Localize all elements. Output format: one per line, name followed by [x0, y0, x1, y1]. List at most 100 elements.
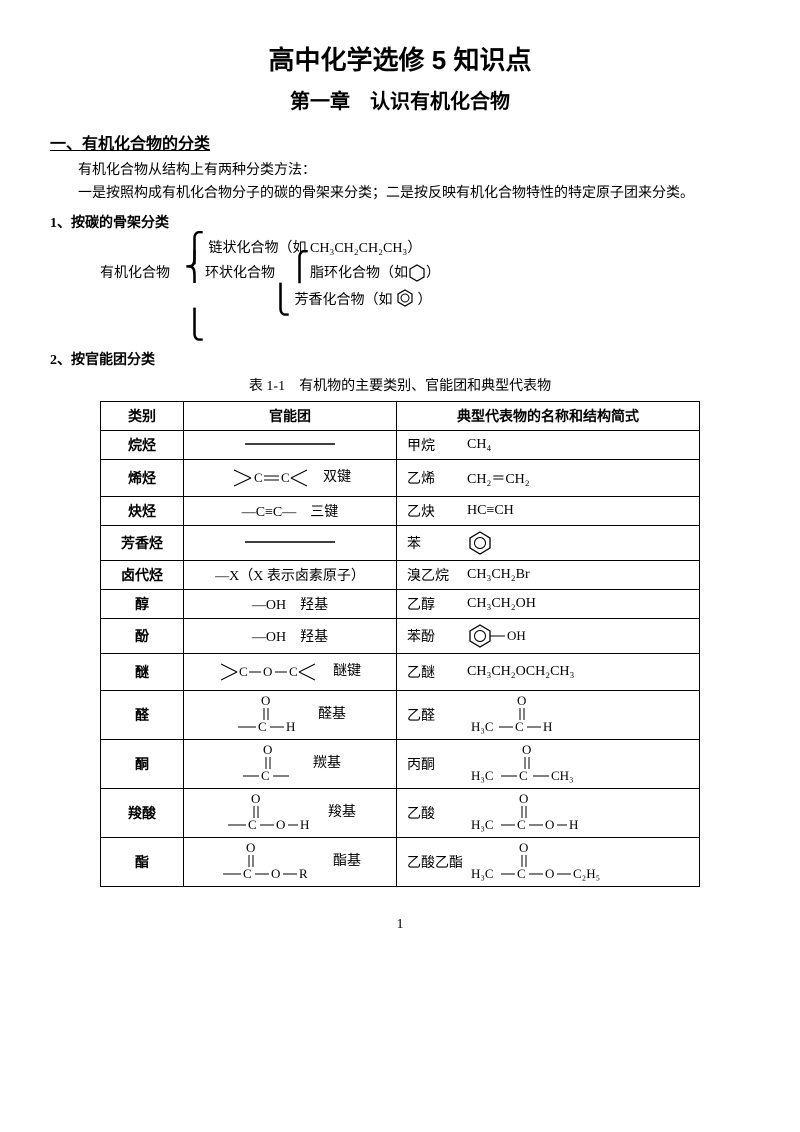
tree-ring-label: 环状化合物 — [205, 261, 289, 286]
cell-category: 醇 — [101, 589, 184, 618]
table-row: 酮OC 羰基丙酮OH₃CCCH₃ — [101, 739, 700, 788]
cell-functional-group: OCH 醛基 — [184, 690, 397, 739]
cell-representative: 乙醚CH₃CH₂OCH₂CH₃ — [397, 653, 700, 690]
table-row: 醛OCH 醛基乙醛OH₃CCH — [101, 690, 700, 739]
svg-text:O: O — [251, 793, 260, 806]
cell-category: 酯 — [101, 837, 184, 886]
svg-text:O: O — [271, 866, 280, 881]
table-row: 烷烃 甲烷CH₄ — [101, 430, 700, 459]
cell-functional-group: —OH 羟基 — [184, 618, 397, 653]
cell-category: 羧酸 — [101, 788, 184, 837]
svg-text:H: H — [569, 817, 578, 832]
page-number: 1 — [50, 917, 750, 933]
svg-text:C: C — [248, 817, 257, 832]
cell-category: 醛 — [101, 690, 184, 739]
table-row: 醚COC 醚键乙醚CH₃CH₂OCH₂CH₃ — [101, 653, 700, 690]
svg-text:O: O — [545, 866, 554, 881]
tree-aromatic: 芳香化合物（如 — [295, 293, 393, 308]
svg-text:O: O — [519, 842, 528, 855]
svg-text:C: C — [243, 866, 252, 881]
subheading-2: 2、按官能团分类 — [50, 349, 750, 369]
tree-chain: 链状化合物（如 CH₃CH₂CH₂CH₃） — [209, 241, 422, 256]
svg-text:H: H — [300, 817, 309, 832]
svg-text:C: C — [289, 664, 298, 679]
table-row: 羧酸OCOH 羧基乙酸OH₃CCOH — [101, 788, 700, 837]
table-row: 炔烃—C≡C— 三键乙炔HC≡CH — [101, 496, 700, 525]
cell-representative: 乙酸乙酯OH₃CCOC₂H₅ — [397, 837, 700, 886]
svg-text:C: C — [519, 768, 528, 783]
svg-text:C: C — [281, 470, 290, 485]
cell-functional-group — [184, 430, 397, 459]
functional-group-table: 类别 官能团 典型代表物的名称和结构简式 烷烃甲烷CH₄烯烃CC 双键乙烯CH₂… — [100, 401, 700, 887]
cell-functional-group: CC 双键 — [184, 459, 397, 496]
cell-functional-group: OCOR 酯基 — [184, 837, 397, 886]
tree-alicyclic: 脂环化合物（如 — [310, 261, 408, 286]
svg-text:O: O — [246, 842, 255, 855]
svg-text:C: C — [254, 470, 263, 485]
cell-representative: 乙酸OH₃CCOH — [397, 788, 700, 837]
th-rep: 典型代表物的名称和结构简式 — [397, 401, 700, 430]
cell-category: 烯烃 — [101, 459, 184, 496]
svg-text:O: O — [522, 744, 531, 757]
svg-text:CH₃: CH₃ — [551, 768, 574, 783]
subheading-1: 1、按碳的骨架分类 — [50, 212, 750, 232]
cell-category: 芳香烃 — [101, 525, 184, 560]
svg-text:C: C — [517, 866, 526, 881]
cell-category: 酚 — [101, 618, 184, 653]
table-row: 酯OCOR 酯基乙酸乙酯OH₃CCOC₂H₅ — [101, 837, 700, 886]
cell-representative: 乙炔HC≡CH — [397, 496, 700, 525]
svg-text:H₃C: H₃C — [471, 866, 494, 881]
th-fgroup: 官能团 — [184, 401, 397, 430]
cell-representative: 乙醇CH₃CH₂OH — [397, 589, 700, 618]
cell-representative: 苯 — [397, 525, 700, 560]
svg-text:O: O — [519, 793, 528, 806]
classification-tree: ⎧ 链状化合物（如 CH₃CH₂CH₂CH₃） 有机化合物 ⎨ 环状化合物 ⎧ … — [100, 236, 750, 339]
cell-representative: 乙醛OH₃CCH — [397, 690, 700, 739]
cell-functional-group — [184, 525, 397, 560]
table-row: 酚—OH 羟基苯酚OH — [101, 618, 700, 653]
page-subtitle: 第一章 认识有机化合物 — [50, 85, 750, 114]
svg-text:C: C — [258, 719, 267, 734]
cell-functional-group: —C≡C— 三键 — [184, 496, 397, 525]
benzene-icon — [396, 289, 414, 307]
cell-category: 醚 — [101, 653, 184, 690]
svg-text:H: H — [286, 719, 295, 734]
cell-functional-group: OCOH 羧基 — [184, 788, 397, 837]
cell-category: 卤代烃 — [101, 560, 184, 589]
svg-text:H₃C: H₃C — [471, 817, 494, 832]
tree-close-1: ） — [426, 261, 440, 286]
svg-text:O: O — [263, 664, 272, 679]
svg-text:H₃C: H₃C — [471, 719, 494, 734]
svg-text:O: O — [263, 744, 272, 757]
svg-text:OH: OH — [507, 628, 526, 643]
table-caption: 表 1-1 有机物的主要类别、官能团和典型代表物 — [50, 375, 750, 395]
cell-category: 酮 — [101, 739, 184, 788]
svg-text:C: C — [261, 768, 270, 783]
table-row: 芳香烃 苯 — [101, 525, 700, 560]
intro-p2: 一是按照构成有机化合物分子的碳的骨架来分类；二是按反映有机化合物特性的特定原子团… — [50, 183, 750, 204]
svg-text:H: H — [543, 719, 552, 734]
svg-text:C: C — [515, 719, 524, 734]
cell-functional-group: COC 醚键 — [184, 653, 397, 690]
section-heading: 一、有机化合物的分类 — [50, 130, 750, 154]
table-row: 卤代烃—X（X 表示卤素原子）溴乙烷CH₃CH₂Br — [101, 560, 700, 589]
cell-representative: 甲烷CH₄ — [397, 430, 700, 459]
tree-root: 有机化合物 — [100, 261, 184, 286]
page-title: 高中化学选修 5 知识点 — [50, 40, 750, 77]
cell-functional-group: OC 羰基 — [184, 739, 397, 788]
hexagon-icon — [408, 264, 426, 282]
cell-representative: 丙酮OH₃CCCH₃ — [397, 739, 700, 788]
tree-close-2: ） — [418, 293, 432, 308]
table-row: 醇—OH 羟基乙醇CH₃CH₂OH — [101, 589, 700, 618]
cell-category: 烷烃 — [101, 430, 184, 459]
svg-text:R: R — [299, 866, 308, 881]
svg-text:O: O — [276, 817, 285, 832]
svg-text:C: C — [517, 817, 526, 832]
cell-category: 炔烃 — [101, 496, 184, 525]
svg-text:C: C — [239, 664, 248, 679]
intro-p1: 有机化合物从结构上有两种分类方法： — [50, 160, 750, 181]
svg-text:O: O — [545, 817, 554, 832]
svg-text:C₂H₅: C₂H₅ — [573, 866, 600, 881]
th-category: 类别 — [101, 401, 184, 430]
svg-text:O: O — [517, 695, 526, 708]
